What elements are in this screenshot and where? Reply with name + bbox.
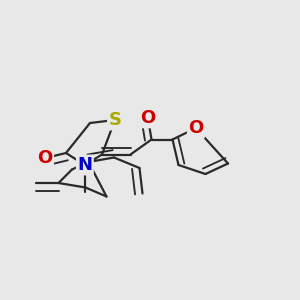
Text: O: O — [38, 149, 52, 167]
Text: O: O — [188, 119, 203, 137]
Text: S: S — [108, 111, 122, 129]
Text: O: O — [140, 109, 155, 127]
Text: N: N — [77, 156, 92, 174]
